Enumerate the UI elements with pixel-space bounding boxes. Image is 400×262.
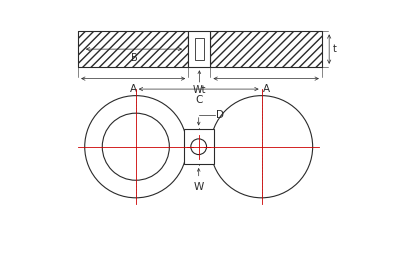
Circle shape [191,139,206,155]
Bar [210,31,322,67]
Text: A: A [262,84,270,94]
Text: Wt: Wt [192,85,206,95]
Text: t: t [332,44,336,54]
Bar [210,31,322,67]
Text: W: W [194,182,204,192]
Text: B: B [131,53,137,63]
Circle shape [210,96,313,198]
Polygon shape [184,129,214,164]
Bar [78,31,188,67]
Text: D: D [216,110,224,120]
Bar [188,31,210,67]
Text: C: C [195,95,202,105]
Bar [195,38,204,61]
Bar [78,31,188,67]
Circle shape [85,96,187,198]
Circle shape [102,113,169,180]
Text: A: A [130,84,137,94]
